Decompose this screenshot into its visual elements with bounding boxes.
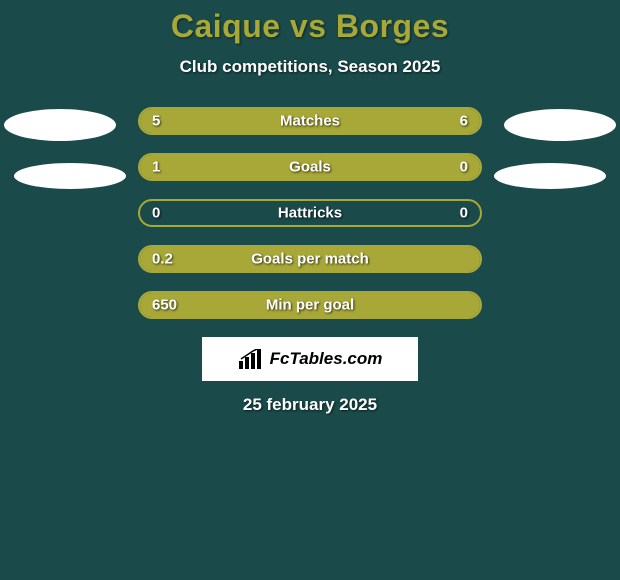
player-left-avatar-placeholder-1 [4, 109, 116, 141]
stat-label: Hattricks [278, 205, 342, 222]
stat-label: Matches [280, 113, 340, 130]
stat-value-left: 0.2 [152, 251, 173, 268]
player-right-avatar-placeholder-2 [494, 163, 606, 189]
stat-label: Goals per match [251, 251, 369, 268]
brand-chart-icon [238, 349, 264, 369]
stat-value-right: 0 [460, 205, 468, 222]
date-label: 25 february 2025 [0, 395, 620, 415]
stat-bar: 1 0 Goals [138, 153, 482, 181]
stat-value-right: 6 [460, 113, 468, 130]
stat-bar: 650 Min per goal [138, 291, 482, 319]
stat-value-left: 1 [152, 159, 160, 176]
stat-bar: 5 6 Matches [138, 107, 482, 135]
stat-value-left: 650 [152, 297, 177, 314]
stat-value-left: 0 [152, 205, 160, 222]
bar-fill-left [140, 109, 295, 133]
stat-bar: 0.2 Goals per match [138, 245, 482, 273]
subtitle: Club competitions, Season 2025 [0, 57, 620, 77]
stat-bar: 0 0 Hattricks [138, 199, 482, 227]
stat-label: Goals [289, 159, 331, 176]
bar-fill-left [140, 155, 412, 179]
infographic-container: Caique vs Borges Club competitions, Seas… [0, 0, 620, 415]
player-left-avatar-placeholder-2 [14, 163, 126, 189]
player-right-avatar-placeholder-1 [504, 109, 616, 141]
bar-fill-right [412, 155, 480, 179]
stat-value-left: 5 [152, 113, 160, 130]
page-title: Caique vs Borges [0, 8, 620, 45]
brand-text: FcTables.com [270, 349, 383, 369]
brand-box[interactable]: FcTables.com [202, 337, 418, 381]
stats-area: 5 6 Matches 1 0 Goals 0 0 Hattricks 0.2 Goals per … [0, 107, 620, 319]
stat-label: Min per goal [266, 297, 354, 314]
bars-wrapper: 5 6 Matches 1 0 Goals 0 0 Hattricks 0.2 Goals per … [0, 107, 620, 319]
stat-value-right: 0 [460, 159, 468, 176]
